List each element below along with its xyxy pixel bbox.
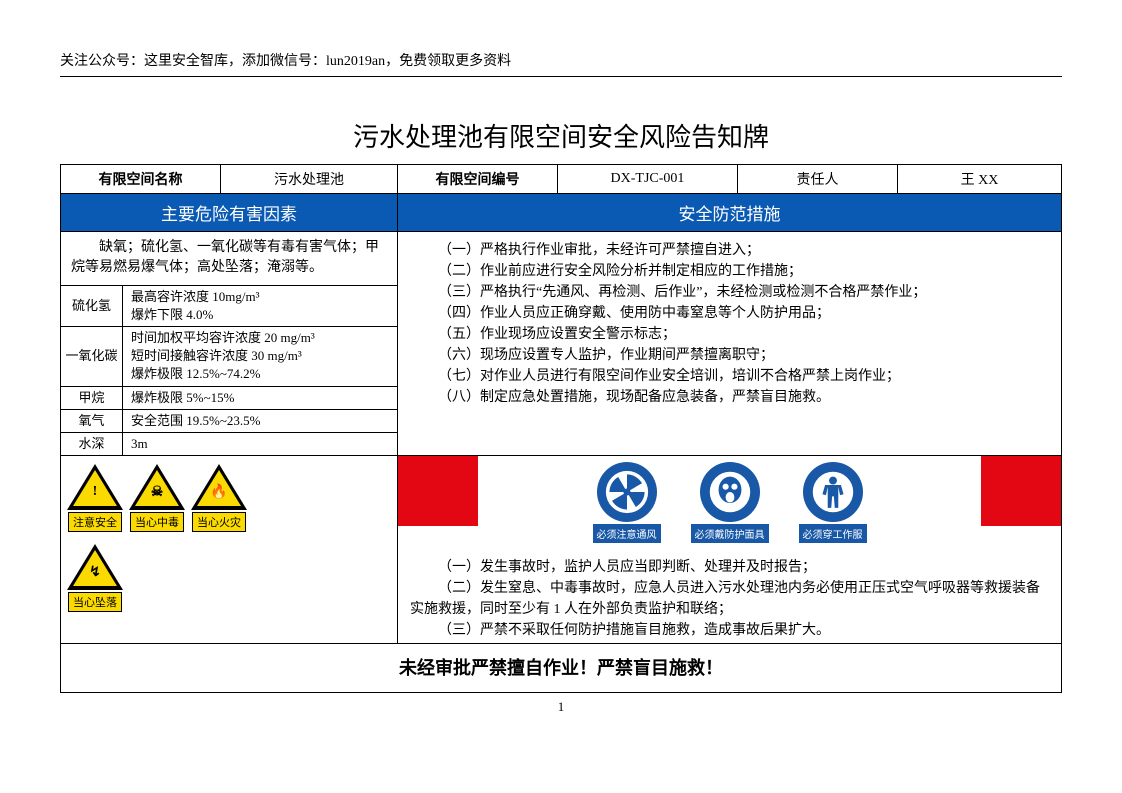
- name-value: 污水处理池: [221, 165, 398, 194]
- hazard-value: 爆炸极限 5%~15%: [123, 387, 397, 409]
- measure-item: （二）作业前应进行安全风险分析并制定相应的工作措施；: [410, 261, 1049, 282]
- hazard-row: 硫化氢最高容许浓度 10mg/m³爆炸下限 4.0%: [61, 286, 397, 327]
- procedure-item: （二）发生窒息、中毒事故时，应急人员进入污水处理池内务必使用正压式空气呼吸器等救…: [410, 578, 1049, 620]
- mandatory-sign: 必须戴防护面具: [691, 462, 769, 543]
- owner-value: 王 XX: [898, 165, 1061, 194]
- info-row: 有限空间名称 污水处理池 有限空间编号 DX-TJC-001 责任人 王 XX: [61, 165, 1061, 194]
- warning-signs-block: !注意安全☠当心中毒🔥当心火灾↯当心坠落: [61, 456, 398, 643]
- doc-title: 污水处理池有限空间安全风险告知牌: [60, 117, 1062, 154]
- fan-icon: [597, 462, 657, 522]
- hazard-value: 安全范围 19.5%~23.5%: [123, 410, 397, 432]
- header-note: 关注公众号：这里安全智库，添加微信号：lun2019an，免费领取更多资料: [60, 50, 1062, 77]
- safety-sheet: 有限空间名称 污水处理池 有限空间编号 DX-TJC-001 责任人 王 XX …: [60, 164, 1062, 693]
- measure-item: （三）严格执行“先通风、再检测、后作业”，未经检测或检测不合格严禁作业；: [410, 282, 1049, 303]
- hazard-row: 氧气安全范围 19.5%~23.5%: [61, 410, 397, 433]
- page-number: 1: [60, 699, 1062, 715]
- warning-sign: ☠当心中毒: [129, 464, 185, 532]
- procedure-item: （一）发生事故时，监护人员应当即判断、处理并及时报告；: [410, 557, 1049, 578]
- measure-item: （七）对作业人员进行有限空间作业安全培训，培训不合格严禁上岗作业；: [410, 366, 1049, 387]
- red-bar-left: [398, 456, 478, 526]
- id-value: DX-TJC-001: [558, 165, 738, 194]
- content-row: 缺氧；硫化氢、一氧化碳等有毒有害气体；甲烷等易燃易爆气体；高处坠落；淹溺等。 硫…: [61, 232, 1061, 456]
- measure-item: （六）现场应设置专人监护，作业期间严禁擅离职守；: [410, 345, 1049, 366]
- red-bar-right: [981, 456, 1061, 526]
- hazard-value: 时间加权平均容许浓度 20 mg/m³短时间接触容许浓度 30 mg/m³爆炸极…: [123, 327, 397, 386]
- mandatory-sign-label: 必须穿工作服: [799, 524, 867, 543]
- owner-label: 责任人: [738, 165, 898, 194]
- warning-sign-label: 当心中毒: [130, 512, 184, 532]
- banner-row: 主要危险有害因素 安全防范措施: [61, 194, 1061, 232]
- name-label: 有限空间名称: [61, 165, 221, 194]
- measure-item: （一）严格执行作业审批，未经许可严禁擅自进入；: [410, 240, 1049, 261]
- mandatory-sign: 必须注意通风: [593, 462, 661, 543]
- signs-row: !注意安全☠当心中毒🔥当心火灾↯当心坠落 必须注意通风必须戴防护面具必须穿工作服…: [61, 456, 1061, 644]
- mask-icon: [700, 462, 760, 522]
- hazard-name: 氧气: [61, 410, 123, 432]
- measure-item: （五）作业现场应设置安全警示标志；: [410, 324, 1049, 345]
- warning-sign-label: 当心火灾: [192, 512, 246, 532]
- mandatory-sign: 必须穿工作服: [799, 462, 867, 543]
- warning-sign: 🔥当心火灾: [191, 464, 247, 532]
- warning-sign-label: 注意安全: [68, 512, 122, 532]
- id-label: 有限空间编号: [398, 165, 558, 194]
- hazard-name: 一氧化碳: [61, 327, 123, 386]
- hazard-desc: 缺氧；硫化氢、一氧化碳等有毒有害气体；甲烷等易燃易爆气体；高处坠落；淹溺等。: [61, 232, 397, 286]
- measure-item: （四）作业人员应正确穿戴、使用防中毒窒息等个人防护用品；: [410, 303, 1049, 324]
- hazard-row: 一氧化碳时间加权平均容许浓度 20 mg/m³短时间接触容许浓度 30 mg/m…: [61, 327, 397, 387]
- hazard-value: 最高容许浓度 10mg/m³爆炸下限 4.0%: [123, 286, 397, 326]
- hazard-row: 水深3m: [61, 433, 397, 455]
- hazard-value: 3m: [123, 433, 397, 455]
- mandatory-block: 必须注意通风 必须戴防护面具 必须穿工作服 （一）发生事故时，监护人员应当即判断、处…: [398, 456, 1061, 643]
- left-column: 缺氧；硫化氢、一氧化碳等有毒有害气体；甲烷等易燃易爆气体；高处坠落；淹溺等。 硫…: [61, 232, 398, 455]
- warning-sign: ↯当心坠落: [67, 544, 123, 612]
- banner-right: 安全防范措施: [398, 194, 1061, 231]
- measures-column: （一）严格执行作业审批，未经许可严禁擅自进入；（二）作业前应进行安全风险分析并制…: [398, 232, 1061, 455]
- measure-item: （八）制定应急处置措施，现场配备应急装备，严禁盲目施救。: [410, 387, 1049, 408]
- hazard-table: 硫化氢最高容许浓度 10mg/m³爆炸下限 4.0%一氧化碳时间加权平均容许浓度…: [61, 286, 397, 456]
- hazard-row: 甲烷爆炸极限 5%~15%: [61, 387, 397, 410]
- hazard-name: 水深: [61, 433, 123, 455]
- mandatory-sign-label: 必须戴防护面具: [691, 524, 769, 543]
- banner-left: 主要危险有害因素: [61, 194, 398, 231]
- triangle-icon: ☠: [129, 464, 185, 510]
- suit-icon: [803, 462, 863, 522]
- footer-warning: 未经审批严禁擅自作业！严禁盲目施救！: [61, 644, 1061, 692]
- procedure-item: （三）严禁不采取任何防护措施盲目施救，造成事故后果扩大。: [410, 620, 1049, 641]
- mandatory-sign-label: 必须注意通风: [593, 524, 661, 543]
- triangle-icon: 🔥: [191, 464, 247, 510]
- procedures: （一）发生事故时，监护人员应当即判断、处理并及时报告；（二）发生窒息、中毒事故时…: [398, 551, 1061, 643]
- hazard-name: 硫化氢: [61, 286, 123, 326]
- warning-sign-label: 当心坠落: [68, 592, 122, 612]
- hazard-name: 甲烷: [61, 387, 123, 409]
- triangle-icon: !: [67, 464, 123, 510]
- triangle-icon: ↯: [67, 544, 123, 590]
- warning-sign: !注意安全: [67, 464, 123, 532]
